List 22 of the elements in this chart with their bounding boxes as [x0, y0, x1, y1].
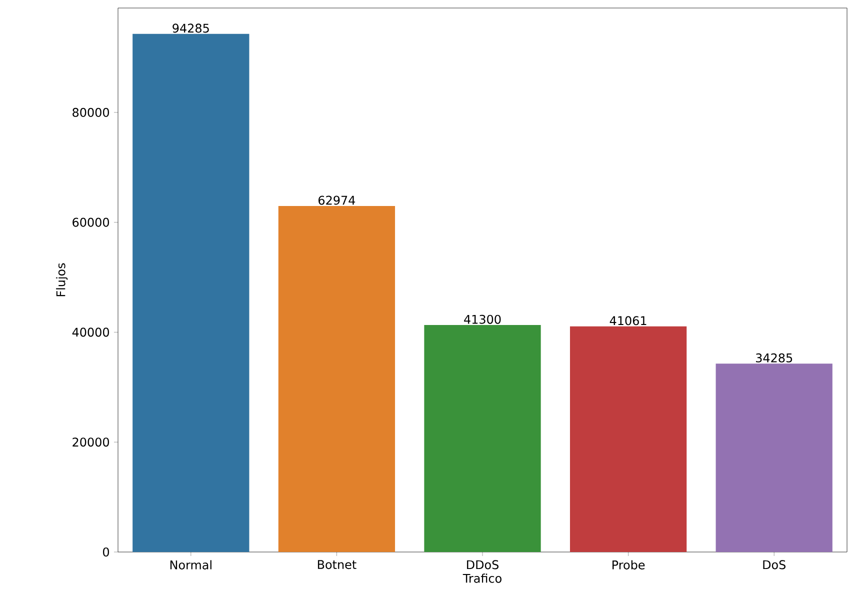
- y-tick-label: 40000: [72, 328, 110, 337]
- y-tick-label: 0: [102, 547, 110, 557]
- bar: [132, 34, 250, 552]
- bar: [278, 206, 396, 552]
- x-tick-label: DoS: [763, 560, 786, 570]
- data-label: 62974: [318, 196, 356, 205]
- bar: [570, 326, 687, 552]
- x-axis-title: Trafico: [462, 574, 502, 583]
- y-tick-label: 80000: [72, 108, 110, 117]
- x-tick-label: Normal: [170, 560, 212, 570]
- y-tick-label: 20000: [72, 438, 110, 447]
- bar: [424, 325, 541, 552]
- data-label: 41300: [464, 314, 501, 324]
- x-tick-label: Probe: [612, 560, 645, 570]
- data-label: 34285: [756, 353, 792, 362]
- data-label: 41061: [610, 316, 646, 326]
- y-axis-title: Flujos: [56, 263, 68, 296]
- y-tick-label: 60000: [72, 218, 110, 227]
- x-tick-label: DDoS: [467, 560, 498, 570]
- data-label: 94285: [172, 24, 209, 33]
- bar: [716, 364, 832, 552]
- x-tick-label: Botnet: [318, 560, 356, 570]
